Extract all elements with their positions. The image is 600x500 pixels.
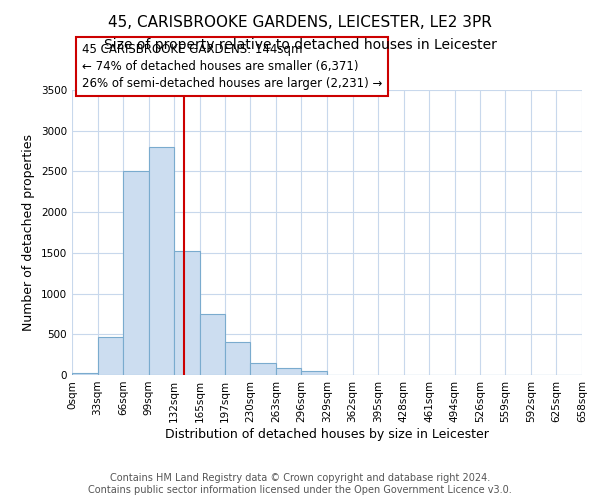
Bar [276, 368, 301, 375]
Bar [301, 371, 327, 375]
Bar [224, 342, 250, 375]
Bar [123, 172, 149, 375]
Bar [200, 314, 224, 375]
Bar [98, 336, 123, 375]
Text: 45, CARISBROOKE GARDENS, LEICESTER, LE2 3PR: 45, CARISBROOKE GARDENS, LEICESTER, LE2 … [108, 15, 492, 30]
X-axis label: Distribution of detached houses by size in Leicester: Distribution of detached houses by size … [165, 428, 489, 440]
Text: Contains HM Land Registry data © Crown copyright and database right 2024.
Contai: Contains HM Land Registry data © Crown c… [88, 474, 512, 495]
Bar [72, 372, 98, 375]
Bar [149, 147, 175, 375]
Bar [175, 251, 200, 375]
Text: Size of property relative to detached houses in Leicester: Size of property relative to detached ho… [104, 38, 496, 52]
Text: 45 CARISBROOKE GARDENS: 144sqm
← 74% of detached houses are smaller (6,371)
26% : 45 CARISBROOKE GARDENS: 144sqm ← 74% of … [82, 43, 383, 90]
Bar [250, 363, 276, 375]
Y-axis label: Number of detached properties: Number of detached properties [22, 134, 35, 331]
